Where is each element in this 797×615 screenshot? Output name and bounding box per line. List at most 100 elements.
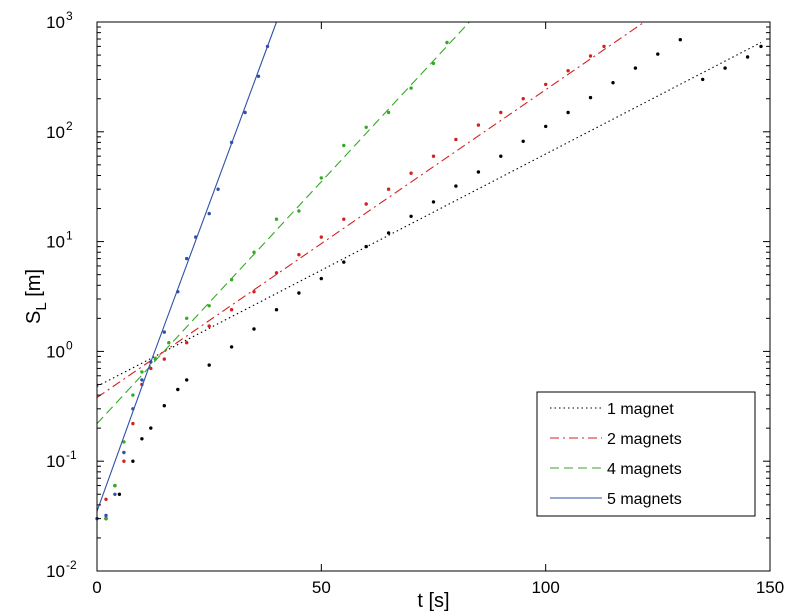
data-point <box>544 124 548 129</box>
series-2 <box>96 21 645 501</box>
y-tick-base: 10 <box>46 13 65 32</box>
data-point <box>342 143 346 148</box>
data-point <box>131 421 135 426</box>
y-axis-label: SL [m] <box>23 269 50 324</box>
data-point <box>476 170 481 174</box>
legend-item: 5 magnets <box>550 491 682 508</box>
data-point <box>256 74 261 79</box>
data-point <box>185 256 189 261</box>
data-point <box>409 214 413 218</box>
data-point <box>131 407 135 411</box>
data-point <box>499 154 503 158</box>
data-point <box>431 200 436 204</box>
data-point <box>265 44 270 49</box>
legend-box <box>536 391 756 517</box>
data-point <box>566 110 570 115</box>
data-point <box>656 52 660 56</box>
data-point <box>297 209 301 213</box>
data-point <box>386 231 391 235</box>
y-tick-label: 10 <box>46 123 65 142</box>
data-point <box>633 66 638 70</box>
series-fit-line <box>96 42 762 387</box>
y-tick-exponent: -1 <box>66 448 77 462</box>
data-point <box>207 324 211 328</box>
y-tick-base: 10 <box>46 123 65 142</box>
data-point <box>229 308 234 312</box>
data-point <box>185 378 189 382</box>
y-axis-label-unit: [m] <box>23 269 45 302</box>
data-point <box>207 211 211 216</box>
legend-item: 1 magnet <box>550 401 674 418</box>
x-tick-label: 50 <box>312 578 331 597</box>
series-1 <box>96 38 763 521</box>
data-point <box>431 154 436 158</box>
y-tick-exponent: 2 <box>66 119 73 133</box>
y-tick-label: 10 <box>46 233 65 252</box>
data-point <box>319 235 323 239</box>
data-point <box>131 393 135 397</box>
data-point <box>104 497 108 501</box>
data-point <box>566 69 570 73</box>
legend-label: 4 magnets <box>607 461 682 478</box>
data-point <box>252 290 256 294</box>
data-point <box>454 137 458 142</box>
series-fit-line <box>96 21 470 424</box>
series-layer <box>95 21 763 521</box>
series-3 <box>96 21 470 521</box>
data-point <box>521 139 525 143</box>
data-point <box>229 345 234 349</box>
data-point <box>319 176 323 180</box>
data-point <box>274 271 279 275</box>
data-point <box>544 82 548 87</box>
y-tick-base: 10 <box>46 452 65 471</box>
y-tick-label: 10 <box>46 342 65 361</box>
x-tick-label: 150 <box>756 578 784 597</box>
data-point <box>454 184 458 188</box>
data-point <box>297 253 301 257</box>
data-point <box>602 44 606 49</box>
x-tick-label: 100 <box>531 578 559 597</box>
y-tick-label: 10 <box>46 562 65 581</box>
data-point <box>140 370 144 374</box>
data-point <box>521 97 525 101</box>
data-point <box>431 61 436 66</box>
data-point <box>194 235 198 239</box>
data-point <box>207 304 211 308</box>
data-point <box>185 316 189 320</box>
data-point <box>409 86 413 90</box>
data-point <box>342 217 346 221</box>
data-point <box>342 260 346 264</box>
y-tick-base: 10 <box>46 342 65 361</box>
data-point <box>499 110 503 115</box>
data-point <box>113 483 117 488</box>
data-point <box>759 44 763 49</box>
data-point <box>149 360 153 364</box>
data-point <box>611 81 615 85</box>
data-point <box>185 341 189 345</box>
data-point <box>364 125 368 129</box>
y-axis-label-main: S <box>23 311 45 324</box>
data-point <box>476 123 481 127</box>
data-point <box>104 516 108 521</box>
data-point <box>252 327 256 331</box>
legend-label: 2 magnets <box>607 431 682 448</box>
x-tick-label: 0 <box>92 578 101 597</box>
data-point <box>243 110 247 115</box>
data-point <box>140 437 144 441</box>
y-tick-exponent: 0 <box>66 338 73 352</box>
legend-item: 2 magnets <box>550 431 682 448</box>
data-point <box>229 140 234 145</box>
data-point <box>162 330 166 334</box>
data-point <box>167 341 171 345</box>
data-point <box>122 440 126 444</box>
data-point <box>386 187 391 191</box>
data-point <box>207 363 211 367</box>
x-axis-label: t [s] <box>417 590 449 612</box>
data-point <box>723 66 727 70</box>
data-point <box>176 387 180 392</box>
data-point <box>386 110 391 115</box>
data-point <box>745 55 750 59</box>
data-point <box>678 38 682 42</box>
